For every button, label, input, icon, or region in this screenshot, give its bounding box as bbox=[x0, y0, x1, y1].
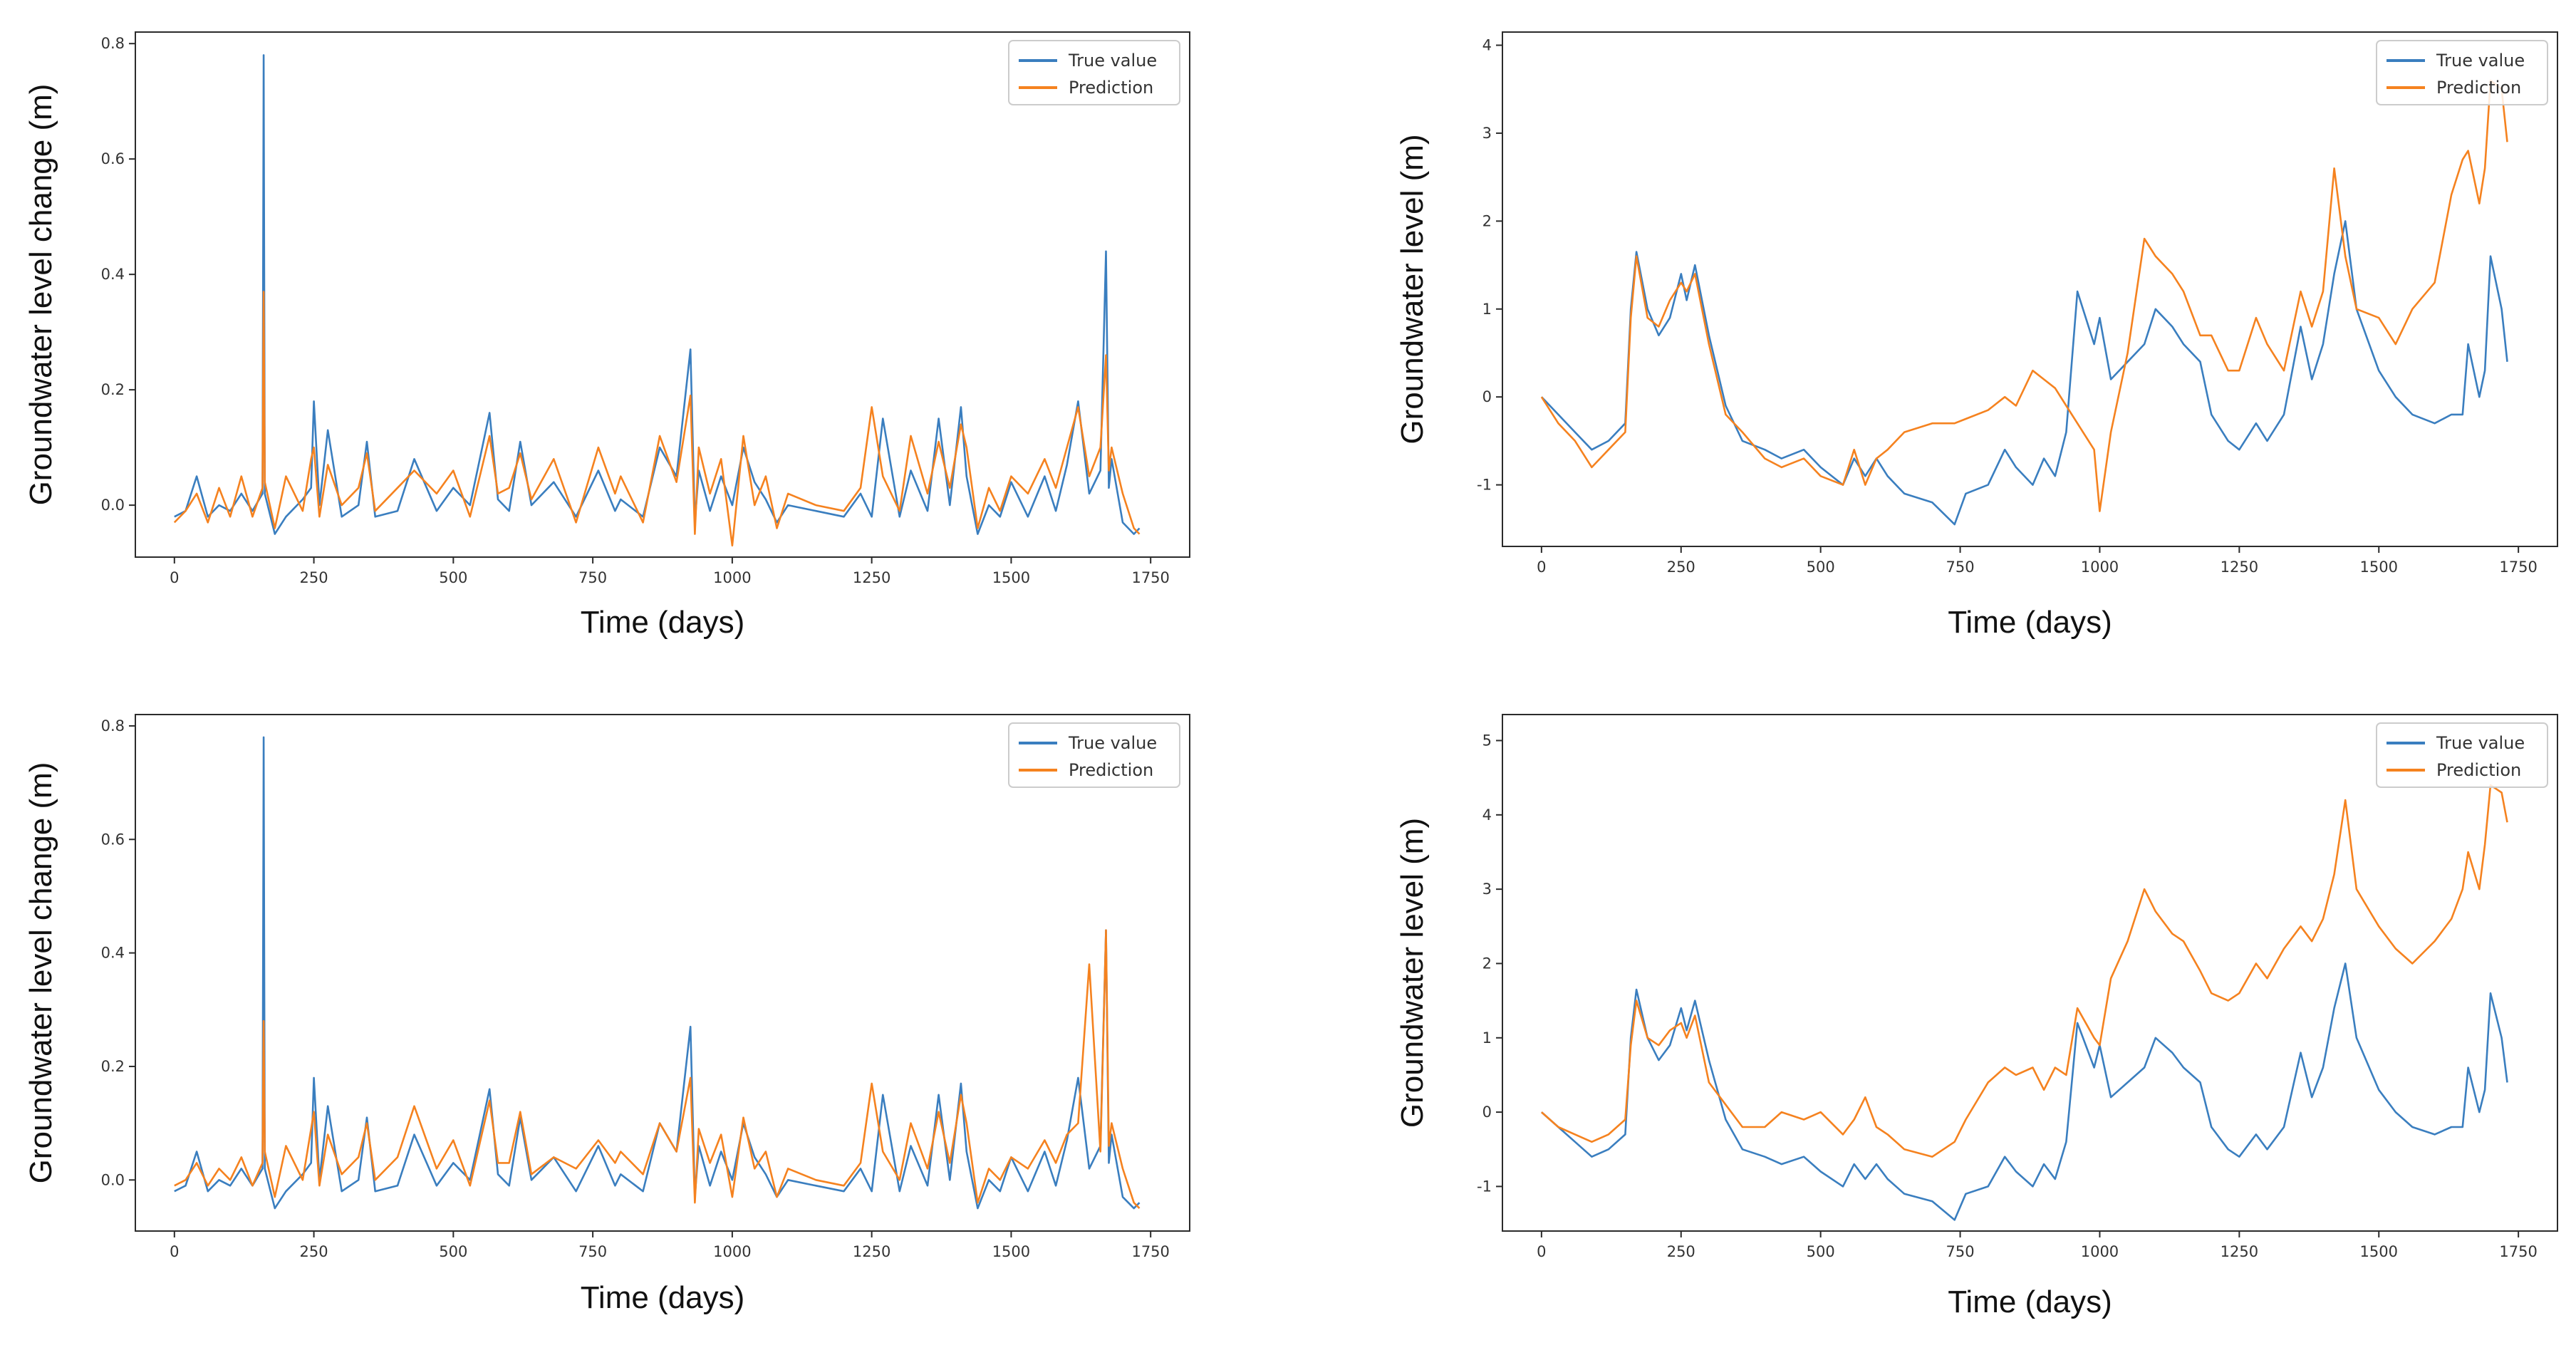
series-line-prediction bbox=[173, 291, 1141, 547]
legend-label-prediction: Prediction bbox=[2436, 760, 2521, 780]
chart-bottom-right: 0 250 500 750 1000 1250 1500 1750 -1 0 1 2 3 4 5 Time (… bbox=[1395, 714, 2558, 1319]
x-tick-label: 500 bbox=[439, 1243, 467, 1260]
y-tick-label: -1 bbox=[1477, 477, 1492, 494]
plot-frame bbox=[135, 31, 1190, 558]
x-axis-label: Time (days) bbox=[581, 605, 745, 640]
x-tick-label: 1500 bbox=[992, 1243, 1030, 1260]
x-tick-label: 750 bbox=[578, 1243, 607, 1260]
x-tick-label: 250 bbox=[1667, 1243, 1695, 1260]
x-tick-label: 0 bbox=[1537, 1243, 1546, 1260]
x-tick-label: 1500 bbox=[2360, 1243, 2398, 1260]
x-tick-label: 500 bbox=[1807, 1243, 1835, 1260]
legend-label-prediction: Prediction bbox=[1069, 78, 1153, 98]
y-tick-label: 0.4 bbox=[101, 266, 125, 283]
x-tick-label: 1750 bbox=[1131, 569, 1169, 586]
series-line-prediction bbox=[174, 929, 1141, 1210]
plot-frame bbox=[135, 714, 1190, 1232]
legend-label-true-value: True value bbox=[2436, 733, 2525, 753]
y-tick-label: -1 bbox=[1477, 1178, 1492, 1195]
x-tick-label: 750 bbox=[1946, 1243, 1975, 1260]
x-tick-label: 0 bbox=[1537, 559, 1546, 576]
x-tick-label: 750 bbox=[1946, 559, 1975, 576]
x-tick-label: 500 bbox=[439, 569, 467, 586]
chart-top-left: 0 250 500 750 1000 1250 1500 1750 0.0 0.2 0.4 0.6 0.… bbox=[24, 31, 1190, 640]
x-axis-label: Time (days) bbox=[1948, 605, 2112, 640]
y-tick-label: 0.0 bbox=[101, 497, 125, 514]
x-tick-label: 250 bbox=[300, 569, 328, 586]
x-axis-label: Time (days) bbox=[1948, 1284, 2112, 1319]
x-tick-label: 1750 bbox=[1131, 1243, 1169, 1260]
x-tick-label: 250 bbox=[300, 1243, 328, 1260]
y-tick-label: 0.6 bbox=[101, 150, 125, 167]
y-tick-label: 2 bbox=[1482, 212, 1492, 229]
x-tick-label: 0 bbox=[170, 1243, 179, 1260]
y-tick-label: 4 bbox=[1482, 37, 1492, 54]
y-tick-label: 0 bbox=[1482, 388, 1492, 405]
y-tick-label: 0.8 bbox=[101, 717, 125, 734]
series-line-prediction bbox=[1540, 79, 2508, 512]
legend-label-prediction: Prediction bbox=[2436, 78, 2521, 98]
x-tick-label: 1250 bbox=[2221, 559, 2258, 576]
x-tick-label: 1000 bbox=[2081, 559, 2119, 576]
x-axis-label: Time (days) bbox=[581, 1280, 745, 1315]
series-line-true-value bbox=[1540, 220, 2508, 526]
y-axis-label: Groundwater level change (m) bbox=[24, 762, 58, 1184]
y-tick-label: 1 bbox=[1482, 301, 1492, 318]
x-tick-label: 750 bbox=[578, 569, 607, 586]
y-axis-label: Groundwater level change (m) bbox=[24, 84, 58, 506]
x-tick-label: 1250 bbox=[853, 1243, 890, 1260]
legend-label-prediction: Prediction bbox=[1069, 760, 1153, 780]
legend: True value Prediction bbox=[2376, 40, 2548, 105]
x-tick-label: 1750 bbox=[2499, 559, 2537, 576]
x-tick-label: 1250 bbox=[2221, 1243, 2258, 1260]
legend: True value Prediction bbox=[1008, 40, 1180, 105]
y-tick-label: 0.0 bbox=[101, 1171, 125, 1188]
x-tick-label: 1500 bbox=[2360, 559, 2398, 576]
legend: True value Prediction bbox=[2376, 722, 2548, 788]
series-line-true-value bbox=[1541, 962, 2508, 1221]
y-tick-label: 0.4 bbox=[101, 945, 125, 962]
series-line-prediction bbox=[1541, 784, 2508, 1158]
y-tick-label: 4 bbox=[1482, 806, 1492, 824]
x-tick-label: 1250 bbox=[853, 569, 890, 586]
x-tick-label: 1000 bbox=[713, 569, 751, 586]
y-tick-label: 3 bbox=[1482, 881, 1492, 898]
legend-label-true-value: True value bbox=[1068, 733, 1157, 753]
x-tick-label: 1000 bbox=[713, 1243, 751, 1260]
x-tick-label: 250 bbox=[1667, 559, 1695, 576]
plot-frame bbox=[1502, 714, 2558, 1232]
y-tick-label: 2 bbox=[1482, 955, 1492, 972]
y-tick-label: 0.8 bbox=[101, 35, 125, 52]
y-tick-label: 3 bbox=[1482, 125, 1492, 142]
y-axis-label: Groundwater level (m) bbox=[1395, 134, 1430, 444]
y-tick-label: 1 bbox=[1482, 1029, 1492, 1047]
x-tick-label: 500 bbox=[1807, 559, 1835, 576]
legend: True value Prediction bbox=[1008, 722, 1180, 788]
plot-frame bbox=[1502, 31, 2558, 547]
y-tick-label: 5 bbox=[1482, 732, 1492, 749]
chart-bottom-left: 0 250 500 750 1000 1250 1500 1750 0.0 0.2 0.4 0.6 0.… bbox=[24, 714, 1190, 1315]
y-tick-label: 0.2 bbox=[101, 381, 125, 398]
legend-label-true-value: True value bbox=[1068, 51, 1157, 71]
legend-label-true-value: True value bbox=[2436, 51, 2525, 71]
y-tick-label: 0.2 bbox=[101, 1058, 125, 1075]
y-tick-label: 0.6 bbox=[101, 831, 125, 848]
x-tick-label: 0 bbox=[170, 569, 179, 586]
x-tick-label: 1500 bbox=[992, 569, 1030, 586]
y-tick-label: 0 bbox=[1482, 1104, 1492, 1121]
y-axis-label: Groundwater level (m) bbox=[1395, 818, 1430, 1128]
x-tick-label: 1750 bbox=[2499, 1243, 2537, 1260]
x-tick-label: 1000 bbox=[2081, 1243, 2119, 1260]
chart-top-right: 0 250 500 750 1000 1250 1500 1750 -1 0 1 2 3 4 Time (d… bbox=[1395, 31, 2558, 640]
